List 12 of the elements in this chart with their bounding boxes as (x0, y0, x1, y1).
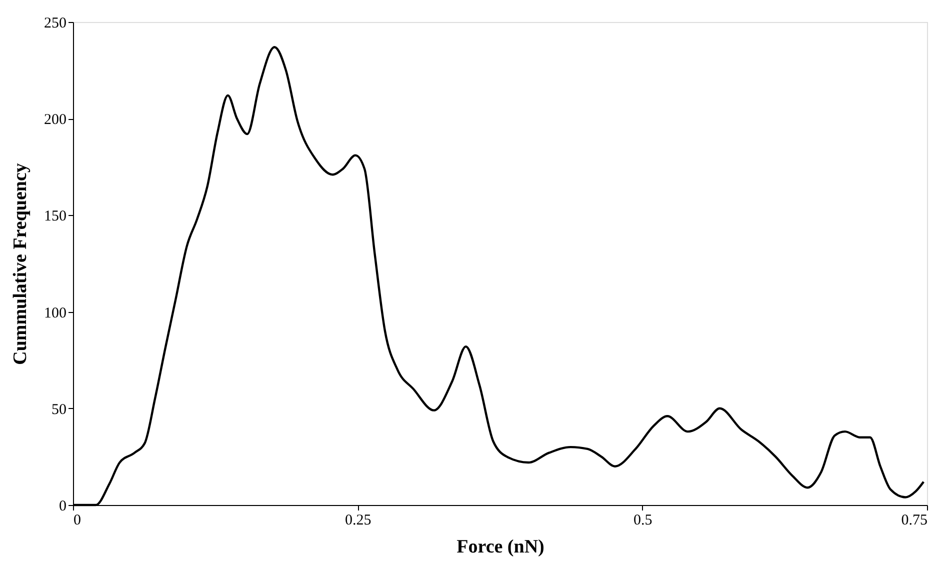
x-axis-title: Force (nN) (456, 536, 544, 558)
y-tick-label: 250 (44, 16, 66, 32)
y-tick-label: 0 (59, 498, 66, 514)
y-axis-title: Cummulative Frequency (10, 162, 31, 365)
y-tick-label: 200 (44, 112, 66, 128)
y-tick-label: 50 (52, 402, 66, 418)
y-tick-label: 150 (44, 208, 66, 225)
x-tick-label: 0 (74, 512, 81, 528)
x-tick-label: 0.75 (901, 512, 928, 528)
x-tick-label: 0.25 (345, 512, 372, 528)
y-tick-label: 100 (44, 305, 66, 322)
x-tick-label: 0.5 (633, 512, 652, 528)
